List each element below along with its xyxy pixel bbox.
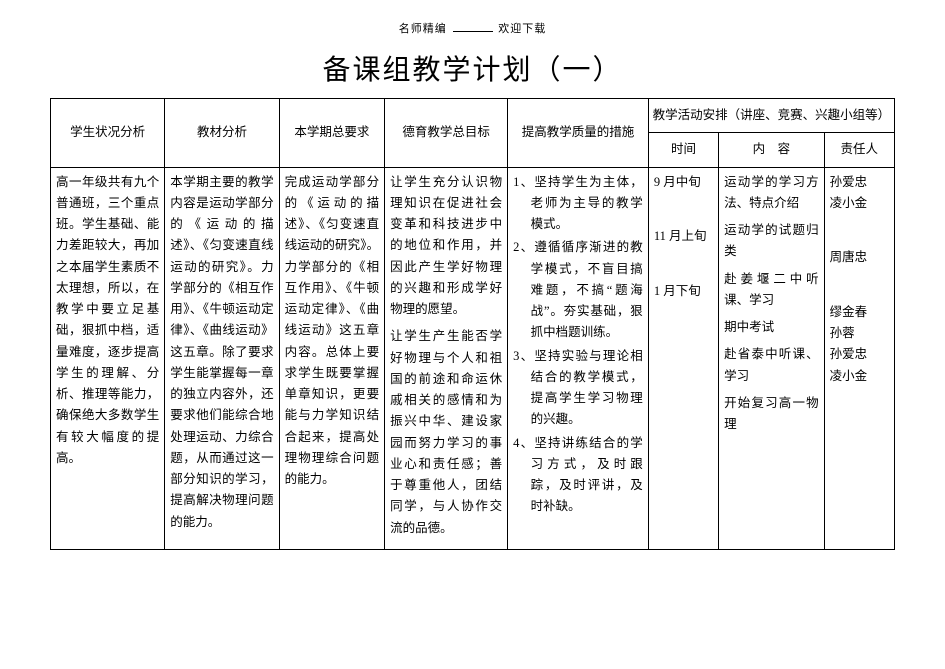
cell-measures: 1、坚持学生为主体，老师为主导的教学模式。2、遵循循序渐进的教学模式，不盲目搞难… (508, 167, 649, 549)
cell-material-analysis: 本学期主要的教学内容是运动学部分的《运动的描述》、《匀变速直线运动的研究》。力学… (165, 167, 279, 549)
th-moral-goal: 德育教学总目标 (385, 99, 508, 168)
small-header-right: 欢迎下载 (498, 23, 546, 35)
schedule-time-item (654, 199, 713, 220)
th-quality-measures: 提高教学质量的措施 (508, 99, 649, 168)
small-header-sep (453, 31, 493, 32)
measure-item: 3、坚持实验与理论相结合的教学模式，提高学生学习物理的兴趣。 (513, 346, 643, 431)
cell-schedule-person: 孙爱忠 凌小金 周唐忠 缪金春 孙蓉 孙爱忠 凌小金 (824, 167, 894, 549)
moral-goal-p2: 让学生产生能否学好物理与个人和祖国的前途和命运休戚相关的感情和为振兴中华、建设家… (390, 326, 502, 539)
measure-item: 4、坚持讲练结合的学习方式，及时跟踪，及时评讲，及时补缺。 (513, 433, 643, 518)
schedule-person-item (830, 393, 889, 414)
th-term-requirement: 本学期总要求 (279, 99, 384, 168)
th-person: 责任人 (824, 133, 894, 167)
schedule-content-item: 运动学的学习方法、特点介绍 (724, 172, 818, 215)
schedule-content-item: 赴姜堰二中听课、学习 (724, 269, 818, 312)
page-title: 备课组教学计划（一） (50, 48, 895, 88)
schedule-content-item: 期中考试 (724, 317, 818, 338)
schedule-time-item: 9 月中旬 (654, 172, 713, 193)
plan-table-body: 高一年级共有九个普通班，三个重点班。学生基础、能力差距较大，再加之本届学生素质不… (51, 167, 895, 549)
schedule-time-item: 1 月下旬 (654, 281, 713, 302)
schedule-person-item: 孙爱忠 凌小金 (830, 172, 889, 215)
schedule-person-item (830, 220, 889, 241)
th-student-analysis: 学生状况分析 (51, 99, 165, 168)
schedule-time-item (654, 253, 713, 274)
schedule-person-item: 缪金春 孙蓉 孙爱忠 凌小金 (830, 302, 889, 387)
plan-table: 学生状况分析 教材分析 本学期总要求 德育教学总目标 提高教学质量的措施 教学活… (50, 98, 895, 550)
cell-moral-goal: 让学生充分认识物理知识在促进社会变革和科技进步中的地位和作用，并因此产生学好物理… (385, 167, 508, 549)
plan-table-head: 学生状况分析 教材分析 本学期总要求 德育教学总目标 提高教学质量的措施 教学活… (51, 99, 895, 168)
moral-goal-p1: 让学生充分认识物理知识在促进社会变革和科技进步中的地位和作用，并因此产生学好物理… (390, 172, 502, 321)
measure-item: 1、坚持学生为主体，老师为主导的教学模式。 (513, 172, 643, 236)
th-material-analysis: 教材分析 (165, 99, 279, 168)
small-header-left: 名师精编 (399, 23, 447, 35)
cell-student-analysis: 高一年级共有九个普通班，三个重点班。学生基础、能力差距较大，再加之本届学生素质不… (51, 167, 165, 549)
table-row: 高一年级共有九个普通班，三个重点班。学生基础、能力差距较大，再加之本届学生素质不… (51, 167, 895, 549)
cell-term-requirement: 完成运动学部分的《运动的描述》、《匀变速直线运动的研究》。力学部分的《相互作用》… (279, 167, 384, 549)
schedule-content-item: 开始复习高一物理 (724, 393, 818, 436)
schedule-time-item (654, 308, 713, 329)
th-activity-group: 教学活动安排（讲座、竞赛、兴趣小组等） (648, 99, 894, 133)
schedule-time-item: 11 月上旬 (654, 226, 713, 247)
measure-item: 2、遵循循序渐进的教学模式，不盲目搞难题，不搞“题海战”。夯实基础，狠抓中档题训… (513, 237, 643, 343)
cell-schedule-time: 9 月中旬 11 月上旬 1 月下旬 (648, 167, 718, 549)
schedule-person-item (830, 275, 889, 296)
schedule-content-item: 赴省泰中听课、学习 (724, 344, 818, 387)
th-content: 内 容 (719, 133, 824, 167)
schedule-content-item: 运动学的试题归类 (724, 220, 818, 263)
schedule-person-item: 周唐忠 (830, 247, 889, 268)
th-time: 时间 (648, 133, 718, 167)
page-small-header: 名师精编 欢迎下载 (50, 20, 895, 36)
cell-schedule-content: 运动学的学习方法、特点介绍运动学的试题归类赴姜堰二中听课、学习期中考试赴省泰中听… (719, 167, 824, 549)
